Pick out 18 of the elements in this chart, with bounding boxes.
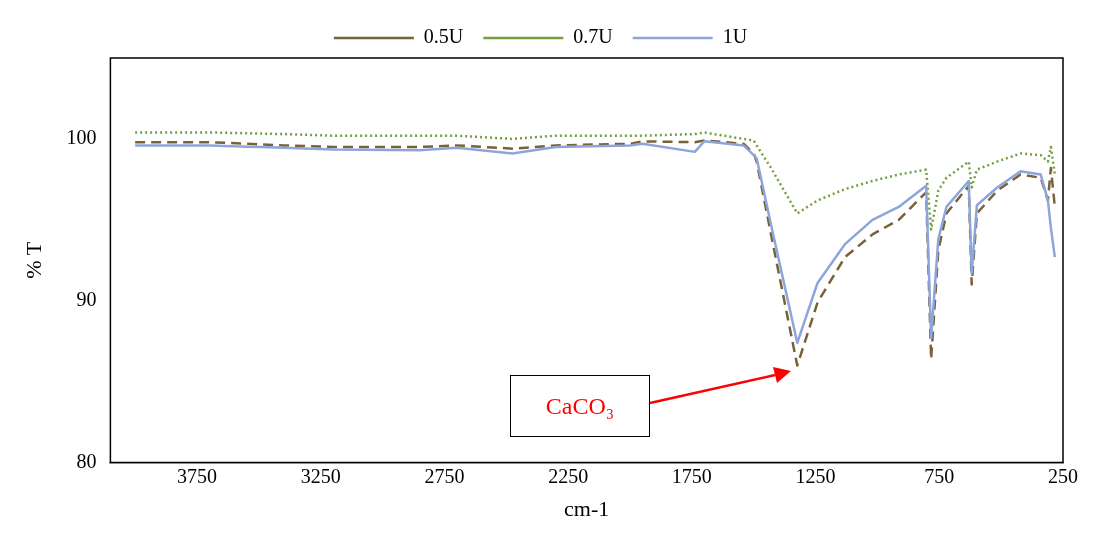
x-tick-label: 1250	[795, 464, 836, 487]
x-tick-label: 250	[1048, 464, 1078, 487]
legend-label: 0.5U	[423, 25, 464, 48]
legend-label: 1U	[722, 25, 748, 48]
x-tick-label: 3750	[177, 464, 217, 487]
line-series	[133, 131, 1057, 231]
y-tick-label: 80	[76, 449, 97, 472]
x-tick-label: 750	[924, 464, 955, 487]
y-tick-label: 90	[76, 288, 97, 311]
x-tick-label: 1750	[671, 464, 712, 487]
y-axis-title: % T	[20, 241, 46, 279]
x-tick-label: 2250	[548, 464, 589, 487]
x-tick-label: 2750	[424, 464, 465, 487]
y-tick-label: 100	[66, 126, 97, 149]
x-tick-label: 3250	[300, 464, 341, 487]
legend-label: 0.7U	[573, 25, 614, 48]
x-axis-title: cm-1	[564, 495, 610, 521]
annotation: CaCO₃	[545, 392, 615, 420]
